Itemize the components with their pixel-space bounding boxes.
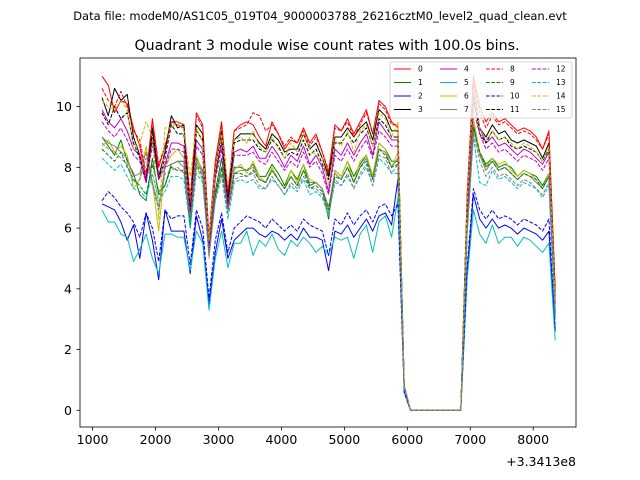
chart-title: Quadrant 3 module wise count rates with … <box>134 38 519 54</box>
x-tick-label: 8000 <box>517 432 549 447</box>
series-line-13 <box>101 136 556 411</box>
y-tick-label: 4 <box>64 281 72 296</box>
axes-frame <box>79 57 577 428</box>
series-line-9 <box>101 127 556 411</box>
legend-label-13: 13 <box>556 78 566 87</box>
series-line-10 <box>101 188 556 411</box>
x-tick-label: 1000 <box>77 432 109 447</box>
legend-label-1: 1 <box>418 78 423 87</box>
legend-label-0: 0 <box>418 65 423 74</box>
legend-label-14: 14 <box>556 92 566 101</box>
x-tick-label: 5000 <box>328 432 360 447</box>
plot-area <box>101 75 556 411</box>
x-tick-label: 6000 <box>391 432 423 447</box>
legend-label-2: 2 <box>418 92 423 101</box>
y-tick-label: 0 <box>64 403 72 418</box>
legend-label-6: 6 <box>464 92 469 101</box>
y-tick-label: 10 <box>56 99 72 114</box>
x-tick-label: 4000 <box>266 432 298 447</box>
legend-box <box>389 61 573 119</box>
legend-label-10: 10 <box>510 92 520 101</box>
series-line-15 <box>101 133 556 411</box>
legend-label-15: 15 <box>556 105 566 114</box>
y-tick-label: 6 <box>64 221 72 236</box>
series-line-5 <box>101 197 556 411</box>
series-line-3 <box>101 84 556 411</box>
legend-label-11: 11 <box>510 105 520 114</box>
x-tick-label: 7000 <box>454 432 486 447</box>
x-tick-label: 2000 <box>140 432 172 447</box>
figure-suptitle: Data file: modeM0/AS1C05_019T04_90000037… <box>73 9 567 23</box>
x-offset-label: +3.3413e8 <box>506 454 576 469</box>
legend-label-3: 3 <box>418 105 423 114</box>
series-line-12 <box>101 109 556 411</box>
legend-label-4: 4 <box>464 65 469 74</box>
legend-label-7: 7 <box>464 105 469 114</box>
legend-label-12: 12 <box>556 65 566 74</box>
y-tick-label: 8 <box>64 160 72 175</box>
series-line-2 <box>101 179 556 411</box>
legend-label-9: 9 <box>510 78 515 87</box>
series-line-7 <box>101 127 556 411</box>
series-line-14 <box>101 87 556 411</box>
legend-label-8: 8 <box>510 65 515 74</box>
y-tick-label: 2 <box>64 342 72 357</box>
legend-label-5: 5 <box>464 78 469 87</box>
x-tick-label: 3000 <box>203 432 235 447</box>
series-line-8 <box>101 78 556 411</box>
